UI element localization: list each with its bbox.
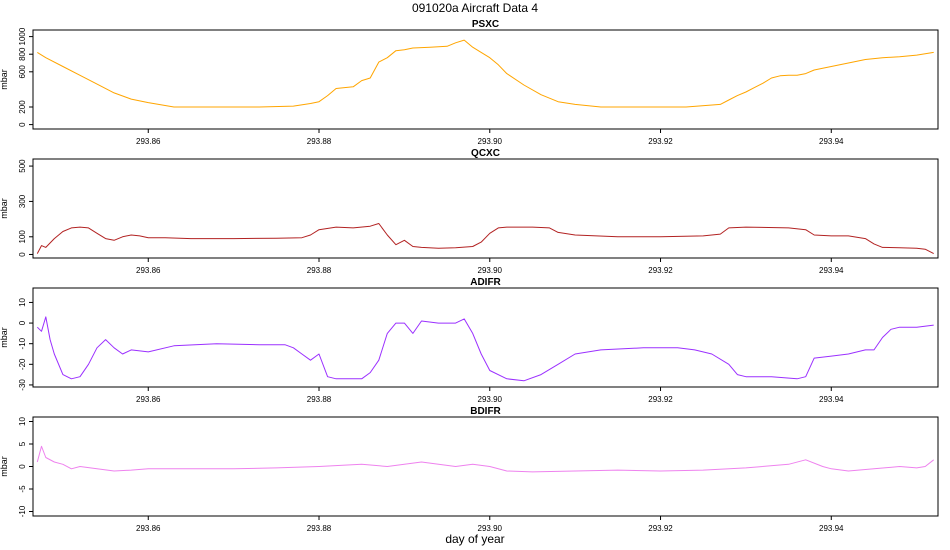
y-axis-label: mbar	[0, 198, 9, 219]
y-tick-label: 200	[18, 100, 27, 114]
x-tick-label: 293.90	[478, 524, 503, 533]
x-tick-label: 293.86	[136, 524, 161, 533]
plot-frame	[32, 158, 939, 259]
panel-bdifr: BDIFR 293.86 293.88 293.90 293.92 293.94 -10 -5…	[0, 406, 939, 533]
y-tick-label: -20	[18, 358, 27, 370]
figure-title: 091020a Aircraft Data 4	[412, 1, 538, 15]
y-tick-label: 300	[18, 194, 27, 208]
x-tick-label: 293.92	[648, 266, 673, 275]
x-tick-label: 293.92	[648, 137, 673, 146]
y-tick-label: 500	[18, 159, 27, 173]
series-line-qcxc	[36, 223, 934, 255]
y-tick-label: 10	[18, 417, 27, 426]
plot-frame	[32, 416, 939, 517]
series-line-bdifr	[36, 445, 935, 473]
y-tick-label: 0	[18, 320, 27, 325]
x-tick-label: 293.86	[136, 137, 161, 146]
x-tick-label: 293.90	[478, 137, 503, 146]
y-tick-label: 5	[18, 441, 27, 446]
x-tick-label: 293.94	[819, 395, 844, 404]
y-axis-label: mbar	[0, 456, 9, 477]
y-tick-label: -30	[18, 379, 27, 391]
y-tick-label: 100	[18, 230, 27, 244]
x-tick-label: 293.88	[307, 266, 332, 275]
x-tick-label: 293.90	[478, 395, 503, 404]
panel-title: BDIFR	[470, 406, 501, 417]
panel-title: ADIFR	[470, 277, 501, 288]
y-tick-label: 0	[18, 464, 27, 469]
y-tick-label: 800	[18, 47, 27, 61]
y-tick-label: 0	[18, 252, 27, 257]
x-tick-label: 293.88	[307, 137, 332, 146]
x-tick-label: 293.88	[307, 395, 332, 404]
chart-panels: PSXC 293.86 293.88 293.90 293.92 293.94 0 200 60…	[0, 19, 939, 533]
y-tick-label: -10	[18, 505, 27, 517]
x-tick-label: 293.90	[478, 266, 503, 275]
x-tick-label: 293.88	[307, 524, 332, 533]
y-axis-label: mbar	[0, 327, 9, 348]
x-tick-label: 293.94	[819, 266, 844, 275]
panel-qcxc: QCXC 293.86 293.88 293.90 293.92 293.94 0 100 30…	[0, 148, 939, 275]
panel-title: PSXC	[472, 19, 499, 30]
y-tick-label: 0	[18, 122, 27, 127]
x-tick-label: 293.94	[819, 524, 844, 533]
x-tick-label: 293.92	[648, 395, 673, 404]
x-tick-label: 293.92	[648, 524, 673, 533]
x-tick-label: 293.86	[136, 395, 161, 404]
y-tick-label: -5	[18, 485, 27, 493]
plot-frame	[32, 29, 939, 130]
plot-frame	[32, 287, 939, 388]
y-tick-label: 10	[18, 297, 27, 306]
y-tick-label: -10	[18, 337, 27, 349]
x-axis-label: day of year	[445, 532, 504, 546]
panel-psxc: PSXC 293.86 293.88 293.90 293.92 293.94 0 200 60…	[0, 19, 939, 146]
y-tick-label: 600	[18, 65, 27, 79]
series-line-adifr	[36, 316, 934, 382]
panel-title: QCXC	[471, 148, 500, 159]
x-tick-label: 293.94	[819, 137, 844, 146]
panel-adifr: ADIFR 293.86 293.88 293.90 293.92 293.94 -30 -2…	[0, 277, 939, 404]
y-tick-label: 1000	[18, 27, 27, 45]
x-tick-label: 293.86	[136, 266, 161, 275]
y-axis-label: mbar	[0, 69, 9, 90]
series-line-psxc	[37, 39, 934, 108]
